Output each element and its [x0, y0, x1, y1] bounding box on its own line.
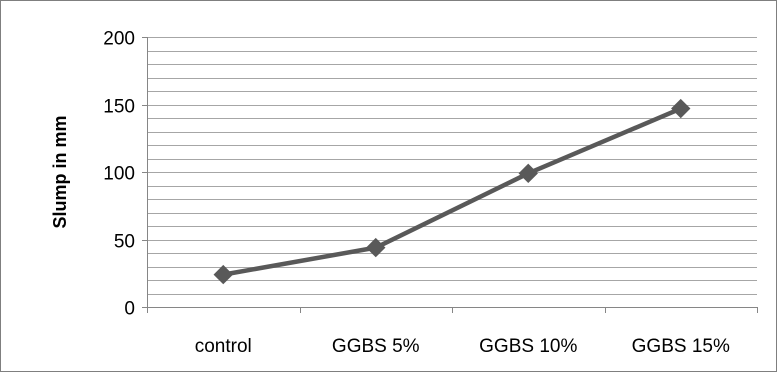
- axes: [142, 37, 758, 313]
- x-category-label: GGBS 15%: [632, 336, 730, 357]
- y-axis-title: Slump in mm: [50, 115, 70, 228]
- gridlines: [147, 37, 757, 295]
- data-point-marker: [671, 98, 691, 119]
- data-point-marker: [213, 264, 233, 285]
- y-tick-label: 150: [103, 97, 135, 118]
- y-tick-label: 200: [103, 29, 135, 50]
- y-tick-label: 0: [124, 299, 135, 320]
- x-category-label: control: [195, 336, 252, 357]
- x-category-labels: control GGBS 5% GGBS 10% GGBS 15%: [195, 336, 730, 357]
- series: [213, 98, 691, 285]
- y-tick-labels: 0 50 100 150 200: [103, 29, 135, 320]
- series-line: [221, 106, 684, 277]
- y-tick-label: 100: [103, 164, 135, 185]
- y-tick-label: 50: [114, 232, 135, 253]
- x-category-label: GGBS 10%: [479, 336, 577, 357]
- data-point-marker: [518, 163, 538, 184]
- x-category-label: GGBS 5%: [332, 336, 420, 357]
- data-point-marker: [366, 237, 386, 258]
